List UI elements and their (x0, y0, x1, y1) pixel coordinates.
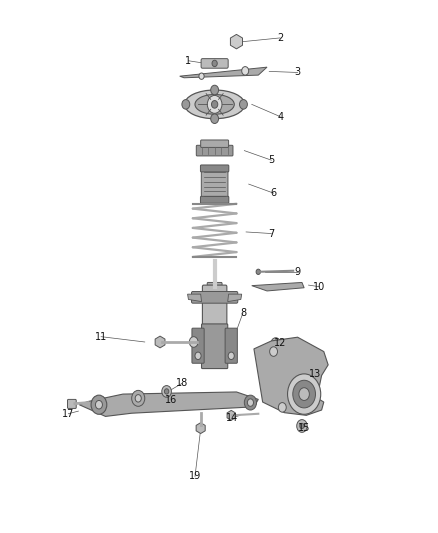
Text: 16: 16 (165, 395, 177, 406)
FancyBboxPatch shape (67, 399, 76, 408)
Circle shape (199, 73, 204, 79)
FancyBboxPatch shape (201, 324, 228, 368)
Text: 11: 11 (95, 332, 107, 342)
Polygon shape (79, 392, 258, 416)
Circle shape (135, 394, 141, 402)
Polygon shape (228, 294, 242, 302)
Ellipse shape (184, 90, 245, 119)
Text: 9: 9 (294, 267, 300, 277)
Text: 10: 10 (313, 282, 325, 292)
FancyBboxPatch shape (191, 292, 238, 303)
Polygon shape (187, 294, 201, 302)
Circle shape (242, 67, 249, 75)
Text: 13: 13 (309, 369, 321, 379)
Polygon shape (227, 410, 235, 421)
Text: 8: 8 (240, 308, 246, 318)
Circle shape (293, 380, 315, 408)
FancyBboxPatch shape (225, 328, 237, 364)
Circle shape (274, 341, 278, 346)
Text: 14: 14 (226, 413, 238, 423)
Text: 19: 19 (189, 472, 201, 481)
Circle shape (271, 338, 281, 350)
FancyBboxPatch shape (201, 166, 228, 201)
Text: 15: 15 (298, 423, 311, 433)
FancyBboxPatch shape (201, 59, 228, 68)
Polygon shape (196, 423, 205, 433)
FancyBboxPatch shape (201, 140, 229, 148)
Text: 4: 4 (277, 111, 283, 122)
Circle shape (211, 85, 219, 95)
Circle shape (256, 269, 261, 274)
Circle shape (164, 389, 169, 394)
Circle shape (207, 95, 222, 114)
Circle shape (244, 395, 257, 410)
Text: 1: 1 (185, 56, 191, 66)
Circle shape (297, 419, 307, 432)
Circle shape (189, 337, 198, 348)
Circle shape (91, 395, 107, 414)
Text: 7: 7 (268, 229, 275, 239)
Polygon shape (155, 336, 165, 348)
Polygon shape (252, 282, 304, 291)
Polygon shape (230, 35, 243, 49)
Circle shape (247, 399, 254, 406)
Text: 2: 2 (277, 33, 283, 43)
FancyBboxPatch shape (192, 328, 204, 364)
Text: 17: 17 (62, 409, 74, 419)
Text: 12: 12 (274, 338, 286, 348)
Circle shape (132, 390, 145, 406)
Polygon shape (180, 67, 267, 78)
FancyBboxPatch shape (196, 146, 233, 156)
Text: 5: 5 (268, 155, 275, 165)
FancyBboxPatch shape (207, 282, 222, 293)
Circle shape (299, 387, 309, 400)
Circle shape (211, 114, 219, 124)
FancyBboxPatch shape (201, 196, 229, 203)
Text: 18: 18 (176, 378, 188, 389)
Circle shape (212, 60, 217, 67)
Ellipse shape (195, 94, 234, 114)
Circle shape (288, 374, 321, 414)
Circle shape (228, 352, 234, 360)
Circle shape (182, 100, 190, 109)
FancyBboxPatch shape (201, 165, 229, 172)
Circle shape (162, 385, 171, 397)
Text: 3: 3 (294, 68, 300, 77)
Circle shape (195, 352, 201, 360)
Text: 6: 6 (271, 188, 277, 198)
Circle shape (270, 347, 278, 357)
FancyBboxPatch shape (202, 285, 227, 327)
Circle shape (279, 402, 286, 412)
Circle shape (212, 101, 218, 108)
Circle shape (95, 400, 102, 409)
Polygon shape (254, 337, 328, 415)
Circle shape (240, 100, 247, 109)
Circle shape (300, 423, 304, 429)
